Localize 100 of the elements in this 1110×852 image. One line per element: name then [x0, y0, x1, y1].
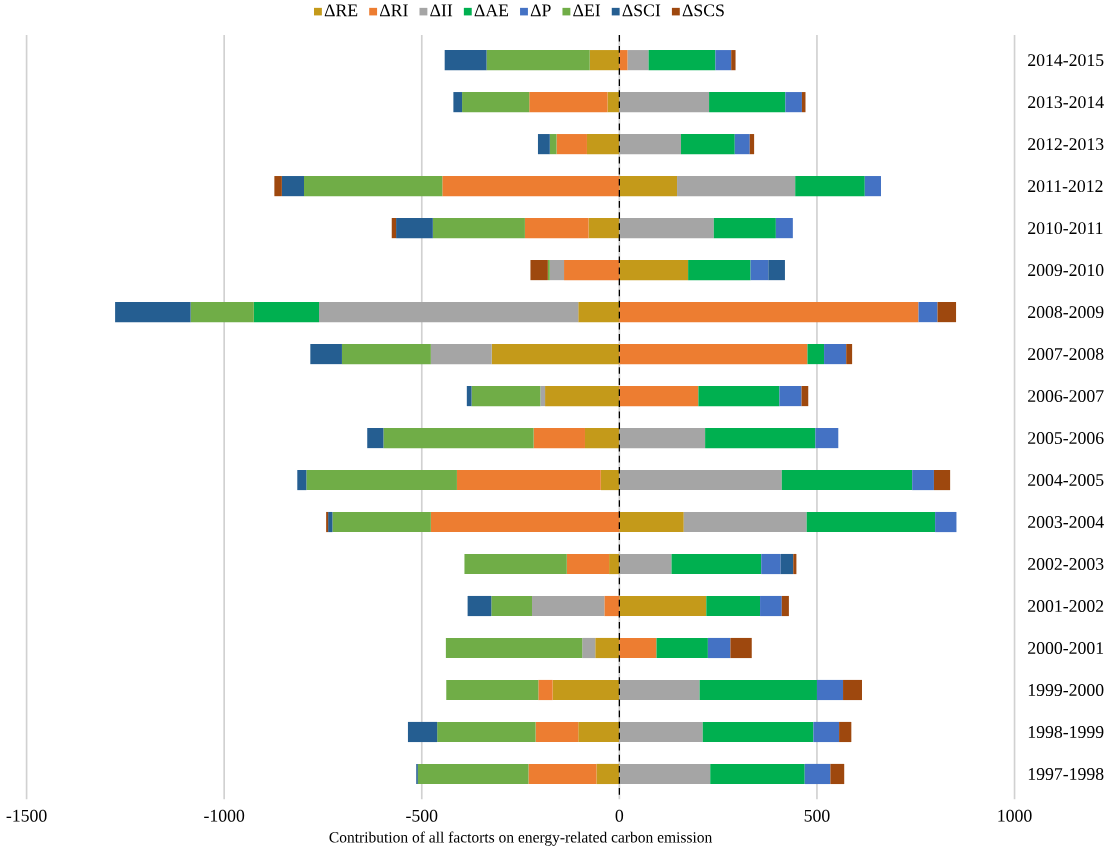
bar	[864, 176, 881, 197]
bar	[453, 92, 463, 113]
bar	[671, 554, 762, 575]
x-tick-label: 500	[804, 809, 830, 822]
bar	[396, 218, 433, 239]
x-tick-label: -1500	[6, 809, 47, 822]
bar	[734, 134, 750, 155]
bar	[619, 470, 782, 491]
bar	[584, 428, 620, 449]
bar	[688, 260, 751, 281]
bar	[471, 386, 541, 407]
bar	[779, 386, 802, 407]
bar	[683, 512, 807, 533]
bar	[578, 722, 620, 743]
bar	[446, 680, 539, 701]
bar	[391, 218, 397, 239]
y-tick-label: 2011-2012	[1028, 180, 1103, 193]
bar	[524, 218, 589, 239]
bar	[466, 386, 472, 407]
bar	[540, 386, 546, 407]
bar	[707, 638, 731, 659]
bar	[607, 92, 620, 113]
bar	[619, 50, 628, 71]
legend-label: ΔRI	[379, 4, 408, 17]
bar	[310, 344, 342, 365]
y-tick-label: 2009-2010	[1028, 264, 1104, 277]
y-tick-label: 1999-2000	[1028, 684, 1104, 697]
bar	[730, 638, 752, 659]
bar	[706, 596, 761, 617]
bar	[341, 344, 431, 365]
bar	[750, 260, 769, 281]
bar	[281, 176, 304, 197]
y-tick-label: 2001-2002	[1028, 600, 1104, 613]
legend-label: ΔRE	[324, 4, 358, 17]
bar	[619, 638, 657, 659]
bar	[705, 428, 816, 449]
bar	[830, 764, 845, 785]
bar	[619, 302, 919, 323]
legend-label: ΔII	[430, 4, 453, 17]
y-tick-label: 2002-2003	[1028, 558, 1104, 571]
y-tick-label: 2000-2001	[1028, 642, 1104, 655]
bar	[619, 218, 714, 239]
bar	[552, 680, 620, 701]
y-tick-label: 2010-2011	[1028, 222, 1103, 235]
bar	[761, 554, 781, 575]
bar	[619, 722, 703, 743]
legend-label: ΔSCI	[622, 4, 661, 17]
bar	[785, 92, 802, 113]
bar	[619, 92, 710, 113]
bar	[383, 428, 534, 449]
bar	[417, 764, 529, 785]
bar	[839, 722, 852, 743]
bar	[804, 764, 831, 785]
bar	[619, 764, 711, 785]
bar	[619, 428, 706, 449]
x-tick-label: -1000	[204, 809, 245, 822]
bar	[491, 596, 533, 617]
bar	[731, 50, 736, 71]
bar	[699, 680, 817, 701]
bar	[619, 680, 700, 701]
bar	[456, 470, 601, 491]
bar	[538, 680, 553, 701]
bar	[768, 260, 785, 281]
bar	[749, 134, 755, 155]
y-tick-label: 2004-2005	[1028, 474, 1104, 487]
bar	[681, 134, 735, 155]
bar	[627, 50, 649, 71]
bar	[529, 92, 608, 113]
x-tick-label: -500	[406, 809, 438, 822]
y-tick-label: 2007-2008	[1028, 348, 1104, 361]
bar	[306, 470, 457, 491]
bar	[430, 344, 492, 365]
x-tick-label: 0	[615, 809, 624, 822]
bar	[444, 50, 487, 71]
bar	[486, 50, 590, 71]
legend-label: ΔSCS	[682, 4, 724, 17]
x-axis-title: Contribution of all factorts on energy-related carbon emission	[329, 831, 713, 846]
bar	[588, 218, 620, 239]
bar	[698, 386, 780, 407]
bar	[564, 260, 620, 281]
bar	[533, 428, 585, 449]
bar	[297, 470, 307, 491]
bar	[528, 764, 597, 785]
bar	[595, 638, 620, 659]
bar	[933, 470, 951, 491]
bar	[549, 134, 557, 155]
bar	[537, 134, 550, 155]
y-tick-label: 2005-2006	[1028, 432, 1104, 445]
bar	[464, 554, 567, 575]
bar	[619, 134, 682, 155]
x-tick-label: 1000	[998, 809, 1032, 822]
bar	[619, 260, 689, 281]
bar	[806, 512, 936, 533]
bar	[556, 134, 587, 155]
bar	[824, 344, 847, 365]
bar	[332, 512, 431, 533]
bar	[437, 722, 536, 743]
bar	[813, 722, 840, 743]
bar	[319, 302, 579, 323]
bar	[115, 302, 191, 323]
